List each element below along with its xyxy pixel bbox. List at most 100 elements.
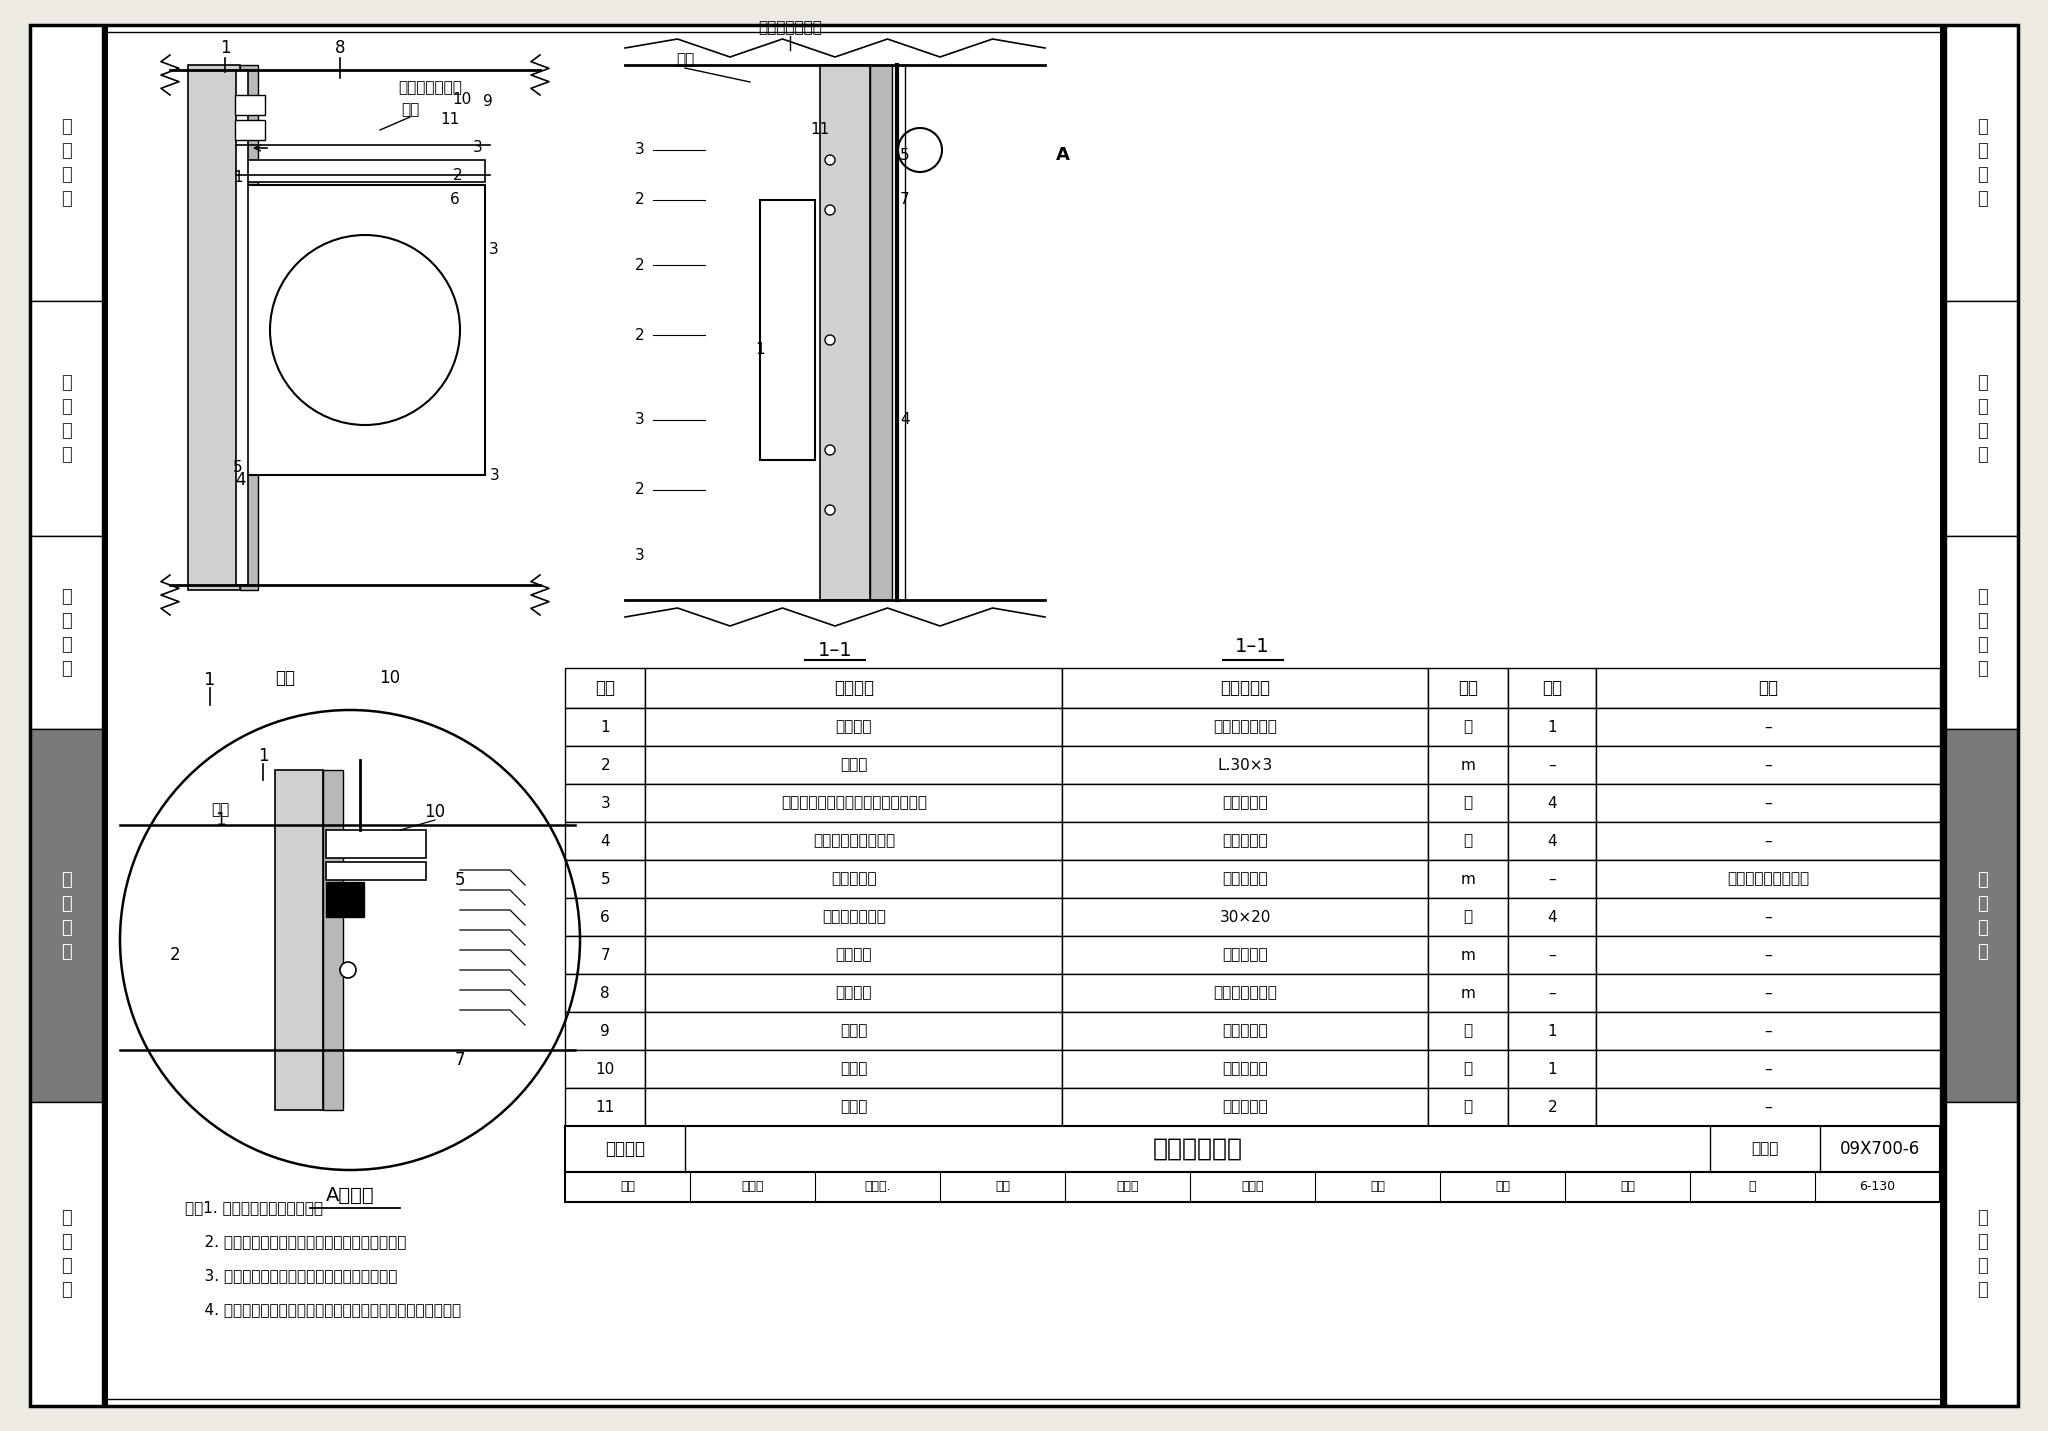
Text: 高功主.: 高功主.: [864, 1181, 891, 1193]
Bar: [324, 770, 342, 1110]
Text: 4: 4: [901, 412, 909, 428]
Text: 房: 房: [1976, 142, 1987, 160]
Text: 个: 个: [1464, 1062, 1473, 1076]
Bar: [565, 821, 645, 860]
Bar: [274, 770, 324, 1110]
Text: 施工单位选: 施工单位选: [1223, 1062, 1268, 1076]
Text: 金属波纹管: 金属波纹管: [831, 871, 877, 886]
Text: 2: 2: [635, 193, 645, 207]
Text: 彩钉板专用自攻螺钉: 彩钉板专用自攻螺钉: [813, 833, 895, 849]
Text: 房: 房: [61, 142, 72, 160]
Text: 墙架: 墙架: [274, 670, 295, 687]
Text: 4: 4: [1548, 910, 1556, 924]
Bar: [31, 1102, 102, 1407]
Text: 设计: 设计: [1370, 1181, 1384, 1193]
Text: –: –: [1763, 947, 1772, 963]
Text: 施工单位选: 施工单位选: [1223, 796, 1268, 810]
Bar: [760, 200, 815, 459]
Text: 1: 1: [205, 671, 215, 688]
Text: 角　钉: 角 钉: [840, 757, 868, 773]
Text: 6-130: 6-130: [1860, 1181, 1896, 1193]
Bar: [565, 860, 645, 899]
Text: 接: 接: [1976, 1256, 1987, 1275]
Bar: [326, 881, 365, 917]
Text: 1: 1: [600, 720, 610, 734]
Bar: [236, 94, 264, 114]
Text: 管　卡: 管 卡: [840, 1023, 868, 1039]
Text: 设: 设: [61, 660, 72, 678]
Text: 名　　称: 名 称: [834, 678, 874, 697]
Bar: [1509, 1012, 1595, 1050]
Bar: [1063, 1050, 1427, 1088]
Text: 编号: 编号: [596, 678, 614, 697]
Bar: [240, 64, 258, 590]
Bar: [246, 185, 485, 475]
Bar: [1063, 746, 1427, 784]
Text: 2: 2: [170, 946, 180, 964]
Text: 高福宝: 高福宝: [741, 1181, 764, 1193]
Text: 防: 防: [61, 1209, 72, 1228]
Bar: [1595, 860, 1939, 899]
Bar: [565, 1050, 645, 1088]
Text: 8: 8: [334, 39, 346, 57]
Text: 1: 1: [756, 342, 764, 358]
Text: 半圆头螺栓、螺母、弹簧庞圈、庞片: 半圆头螺栓、螺母、弹簧庞圈、庞片: [780, 796, 928, 810]
Text: 装: 装: [1976, 943, 1987, 960]
Bar: [1427, 1088, 1509, 1126]
Text: 供: 供: [61, 373, 72, 392]
Text: L.30×3: L.30×3: [1219, 757, 1272, 773]
Bar: [819, 64, 870, 600]
Text: 电: 电: [1976, 422, 1987, 439]
Text: A: A: [1057, 146, 1069, 165]
Bar: [565, 1126, 1939, 1172]
Text: 1–1: 1–1: [817, 641, 852, 660]
Bar: [1509, 821, 1595, 860]
Text: 施工单位选: 施工单位选: [1223, 947, 1268, 963]
Bar: [1427, 936, 1509, 975]
Text: 备: 备: [1976, 894, 1987, 913]
Text: 数量: 数量: [1542, 678, 1563, 697]
Bar: [1063, 860, 1427, 899]
Text: 电: 电: [61, 422, 72, 439]
Text: –: –: [1763, 1023, 1772, 1039]
Text: 墙架: 墙架: [676, 53, 694, 67]
Circle shape: [340, 962, 356, 977]
Bar: [1595, 668, 1939, 708]
Text: 块: 块: [1464, 910, 1473, 924]
Text: 由工程设计决定: 由工程设计决定: [1212, 986, 1278, 1000]
Text: –: –: [1763, 1099, 1772, 1115]
Text: 4: 4: [1548, 796, 1556, 810]
Bar: [645, 668, 1063, 708]
Text: 机: 机: [61, 119, 72, 136]
Bar: [1509, 1050, 1595, 1088]
Bar: [1946, 730, 2017, 1102]
Text: m: m: [1460, 757, 1477, 773]
Text: 敏: 敏: [61, 635, 72, 654]
Text: 11: 11: [440, 113, 459, 127]
Text: 7: 7: [455, 1050, 465, 1069]
Text: 工: 工: [1976, 166, 1987, 185]
Text: 2: 2: [600, 757, 610, 773]
Text: 2: 2: [635, 328, 645, 342]
Circle shape: [825, 445, 836, 455]
Text: 雷: 雷: [61, 1234, 72, 1251]
Bar: [1946, 301, 2017, 537]
Bar: [1509, 746, 1595, 784]
Bar: [645, 936, 1063, 975]
Text: 1: 1: [233, 170, 244, 186]
Bar: [645, 899, 1063, 936]
Text: –: –: [1763, 1062, 1772, 1076]
Bar: [645, 1050, 1063, 1088]
Text: 扬声器笱暗装: 扬声器笱暗装: [1153, 1138, 1243, 1161]
Text: –: –: [1763, 833, 1772, 849]
Bar: [565, 746, 645, 784]
Text: 4: 4: [236, 471, 246, 489]
Bar: [1595, 1088, 1939, 1126]
Bar: [565, 1172, 1939, 1202]
Text: 5: 5: [233, 461, 244, 475]
Bar: [1595, 1050, 1939, 1088]
Text: 源: 源: [61, 445, 72, 464]
Text: 拉铆钉: 拉铆钉: [840, 1099, 868, 1115]
Text: A放大图: A放大图: [326, 1185, 375, 1205]
Bar: [1595, 899, 1939, 936]
